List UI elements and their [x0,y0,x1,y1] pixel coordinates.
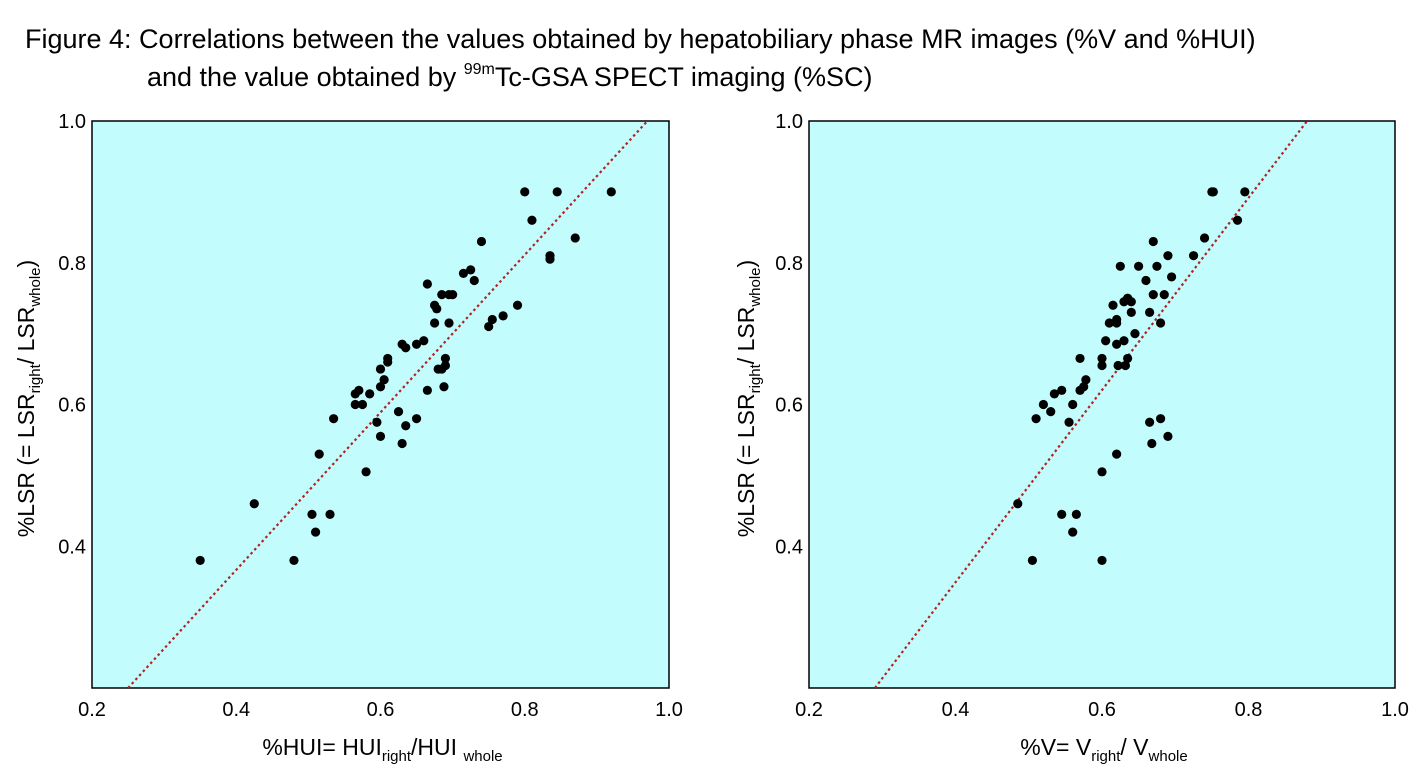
left-data-point [310,527,321,537]
left-data-point [570,233,580,243]
left-data-point [498,311,508,321]
left-x-tick-label: 0.4 [222,699,250,721]
left-y-tick-label: 1.0 [58,111,86,133]
left-data-point [411,414,422,424]
left-data-point [375,382,386,392]
left-data-point [429,318,440,328]
left-data-point [401,421,411,431]
left-data-point [422,279,432,289]
title-line-2-pre: and the value obtained by [147,62,464,92]
left-data-point [520,187,530,197]
left-data-point [249,499,259,509]
left-data-point [466,265,476,275]
left-data-point [487,314,497,325]
left-data-point [606,187,616,197]
left-x-tick-label: 0.8 [511,699,539,721]
left-x-tick-label: 0.2 [78,699,106,721]
left-data-point [325,509,335,519]
left-data-point [195,555,205,566]
left-data-point [401,343,411,353]
left-fit-line [127,121,649,688]
left-data-point [484,321,494,332]
left-y-tick-label: 0.6 [58,395,86,417]
left-data-point [397,438,407,449]
left-data-point [361,467,371,477]
left-data-point [512,300,523,310]
left-data-point [444,318,454,328]
left-data-point [379,375,389,385]
left-y-axis-label: %LSR (= LSRright/ LSRwhole) [13,260,44,537]
left-data-point [440,360,451,371]
left-data-point [422,385,432,395]
left-y-tick-label: 0.4 [58,536,86,558]
left-data-point [411,339,422,349]
left-data-point [448,290,458,300]
left-data-point [458,268,469,278]
left-data-point [329,414,339,424]
left-data-point [419,336,429,346]
left-data-point [314,449,324,459]
left-data-point [307,509,317,519]
left-data-point [372,417,382,427]
left-data-point [357,399,368,410]
left-data-point [393,406,404,417]
left-x-axis-label: %HUI= HUIright/HUI whole [262,734,502,765]
figure-title-line-1: Figure 4: Correlations between the value… [25,24,1256,54]
left-data-point [383,353,393,364]
left-data-point [545,251,555,261]
left-data-point [365,389,375,399]
left-y-tick-label: 0.8 [58,253,86,275]
left-x-tick-label: 1.0 [655,699,683,721]
left-data-point [375,431,386,441]
left-data-point [476,236,487,247]
left-data-point [432,304,442,314]
figure-title-line-2: and the value obtained by 99mTc-GSA SPEC… [147,58,872,96]
left-data-point [440,353,451,364]
left-x-tick-label: 0.6 [367,699,395,721]
title-line-2-post: Tc-GSA SPECT imaging (%SC) [494,62,873,92]
title-line-2-superscript: 99m [463,61,495,78]
left-data-point [527,215,537,225]
left-data-point [289,555,299,566]
left-plot-area [91,120,670,689]
left-data-point [469,275,479,286]
left-data-point [552,187,562,197]
left-data-point [350,399,360,410]
left-data-point [439,382,449,392]
left-data-point [437,290,447,300]
left-data-point [354,385,364,395]
left-data-point [375,364,386,374]
